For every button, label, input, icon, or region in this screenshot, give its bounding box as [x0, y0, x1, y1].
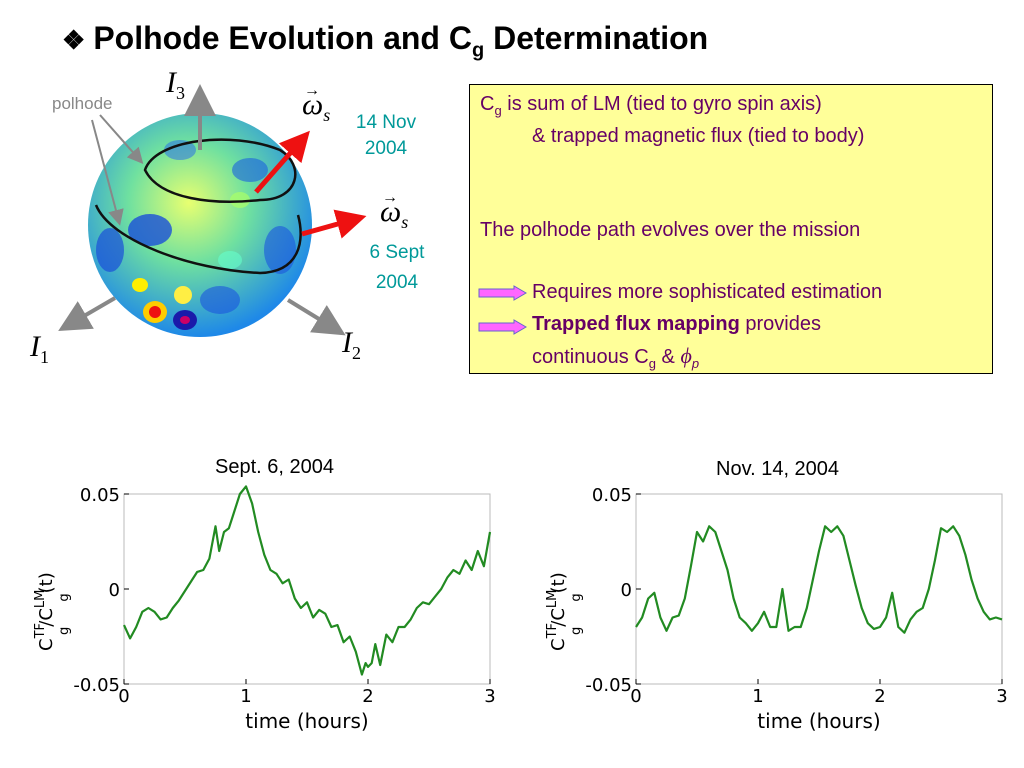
date-label-sept: 6 Sept 2004 [369, 242, 425, 293]
polhode-pointer-upper [99, 114, 144, 164]
x-tick-label: 3 [996, 686, 1007, 707]
x-tick-label: 3 [484, 686, 495, 707]
y-tick-label: 0 [109, 580, 120, 601]
x-axis-label: time (hours) [757, 709, 880, 733]
spin-vector-sept [301, 209, 367, 239]
plot-frame [635, 493, 1003, 685]
info-box: Cg is sum of LM (tied to gyro spin axis)… [469, 84, 993, 374]
spin-vector-nov [254, 130, 310, 194]
polhode-curve-nov [143, 138, 297, 203]
slide-title: ❖ Polhode Evolution and Cg Determination [62, 20, 708, 62]
x-tick-label: 0 [118, 686, 129, 707]
axis-i2-arrow [286, 298, 346, 336]
x-tick-label: 2 [362, 686, 373, 707]
chart1-title: Sept. 6, 2004 [215, 456, 334, 478]
y-tick-label: -0.05 [73, 675, 120, 696]
axis-i2-label: I2 [342, 326, 361, 363]
polhode-label: polhode [52, 94, 113, 113]
polhode-curve-sept [94, 204, 302, 275]
info-line-5: Trapped flux mapping provides [532, 313, 821, 335]
date-label-nov: 14 Nov 2004 [355, 112, 417, 159]
omega-s-label-nov: → ωs [302, 82, 331, 125]
vector-arrow-icon: → [382, 189, 398, 206]
x-tick-label: 2 [874, 686, 885, 707]
polhode-pointer-lower [91, 119, 124, 226]
x-tick-label: 1 [752, 686, 763, 707]
title-main: Polhode Evolution and C [93, 20, 472, 56]
axis-i3-label: I3 [166, 66, 185, 103]
diamond-bullet-icon: ❖ [62, 25, 86, 55]
x-tick-label: 0 [630, 686, 641, 707]
plot-frame [123, 493, 491, 685]
title-tail: Determination [484, 20, 709, 56]
pink-arrow-icon [478, 285, 527, 301]
y-axis-label: CTF g/CLM g(t) [545, 572, 584, 651]
y-axis-label: CTF g/CLM g(t) [33, 572, 72, 651]
axis-i1-label: I1 [30, 330, 49, 367]
chart2-title: Nov. 14, 2004 [716, 458, 840, 480]
pink-arrow-icon [478, 319, 527, 335]
omega-s-label-sept: → ωs [380, 189, 409, 232]
info-line-4: Requires more sophisticated estimation [532, 281, 883, 303]
x-axis-label: time (hours) [245, 709, 368, 733]
polhode-sphere-diagram [58, 84, 367, 337]
y-tick-label: -0.05 [585, 675, 632, 696]
title-subscript: g [471, 39, 485, 62]
sphere-texture [96, 140, 296, 330]
info-line-1: Cg is sum of LM (tied to gyro spin axis) [480, 93, 822, 118]
axis-i1-arrow [58, 296, 117, 332]
y-tick-label: 0.05 [80, 485, 120, 506]
series-line [123, 485, 492, 676]
series-line [635, 525, 1003, 634]
y-tick-label: 0.05 [592, 485, 632, 506]
vector-arrow-icon: → [304, 82, 320, 99]
x-tick-label: 1 [240, 686, 251, 707]
info-line-2: & trapped magnetic flux (tied to body) [532, 125, 865, 147]
y-tick-label: 0 [621, 580, 632, 601]
info-line-3: The polhode path evolves over the missio… [480, 219, 861, 241]
info-line-6: continuous Cg & ϕp [532, 343, 700, 371]
